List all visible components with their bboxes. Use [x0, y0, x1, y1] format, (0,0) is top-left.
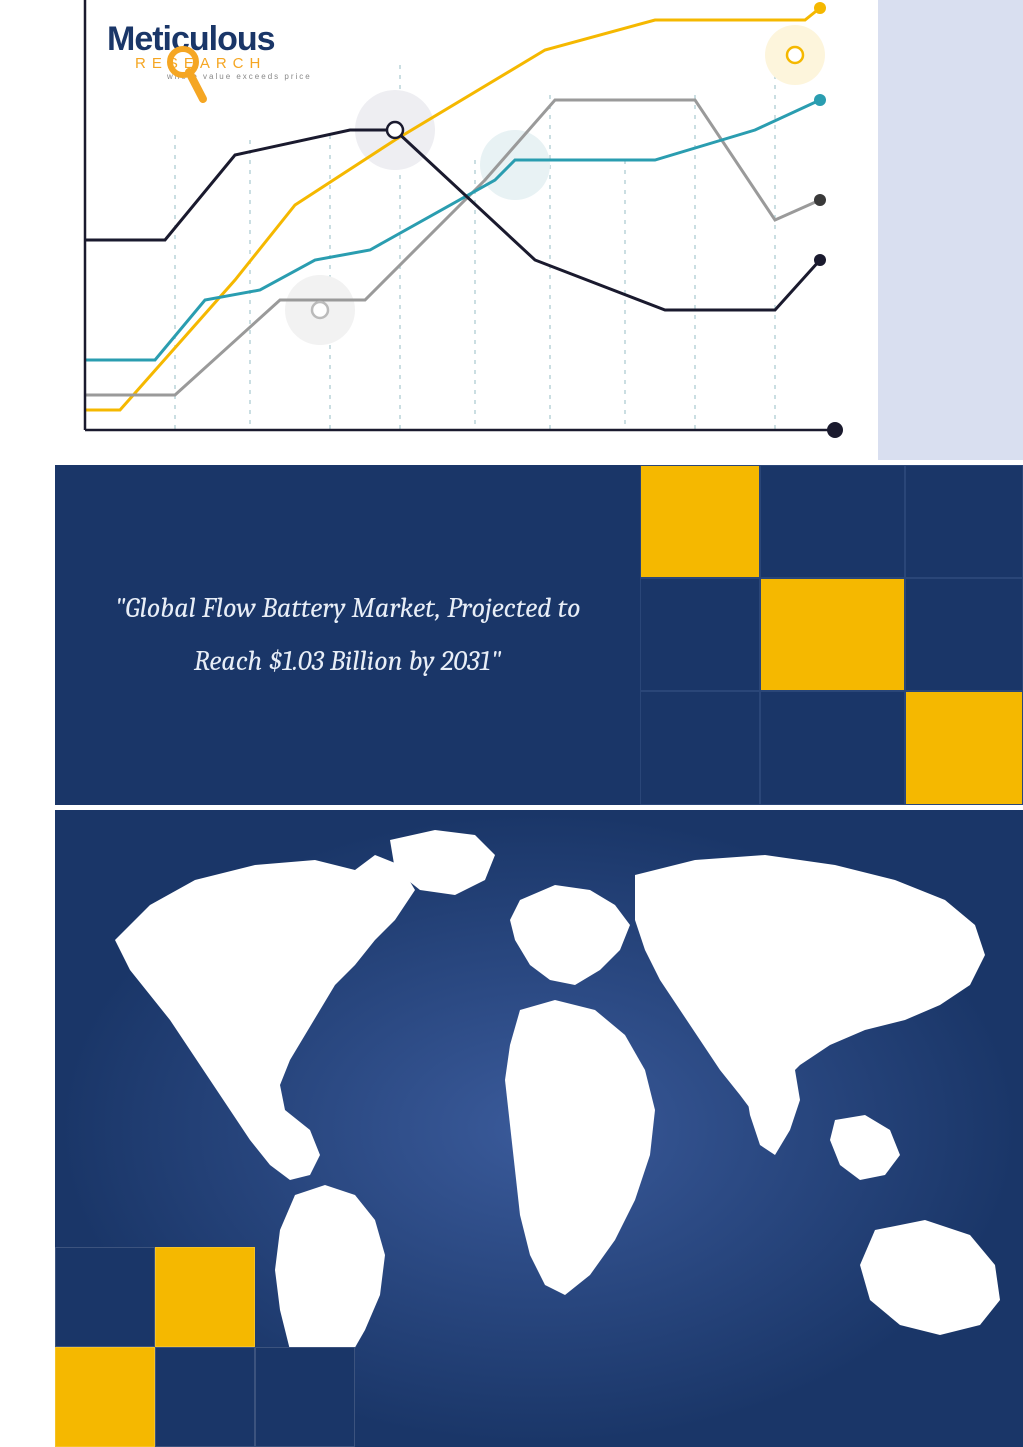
marker-teal-end	[814, 94, 826, 106]
grid-cell	[760, 465, 905, 578]
grid-cell	[640, 578, 760, 691]
se-asia	[830, 1115, 900, 1180]
africa	[505, 1000, 655, 1295]
marker-gray-mid	[312, 302, 328, 318]
grid-cell	[640, 465, 760, 578]
square	[155, 1347, 255, 1447]
grid-cell	[905, 578, 1023, 691]
series-teal	[85, 100, 820, 360]
grid-row	[640, 578, 1023, 691]
grid-cell	[640, 691, 760, 805]
square	[55, 1347, 155, 1447]
north-america	[115, 855, 415, 1180]
marker-gray-end	[814, 194, 826, 206]
grid-cell	[760, 578, 905, 691]
square	[155, 1247, 255, 1347]
decorative-grid	[640, 465, 1023, 805]
bottom-decorative-squares	[55, 1247, 355, 1447]
grid-cell	[905, 691, 1023, 805]
title-section: "Global Flow Battery Market, Projected t…	[55, 465, 1023, 805]
square	[55, 1247, 155, 1347]
marker-dark-mid	[387, 122, 403, 138]
logo: Meticulous RESEARCH where value exceeds …	[85, 20, 312, 81]
square-row	[55, 1347, 355, 1447]
australia	[860, 1220, 1000, 1335]
square	[255, 1347, 355, 1447]
highlight-teal	[480, 130, 550, 200]
axis-end-marker	[827, 422, 843, 438]
title-box: "Global Flow Battery Market, Projected t…	[55, 465, 640, 805]
marker-dark-end	[814, 254, 826, 266]
marker-yellow-end	[814, 2, 826, 14]
square-row	[55, 1247, 355, 1347]
grid-cell	[905, 465, 1023, 578]
grid-row	[640, 691, 1023, 805]
report-cover-page: Meticulous RESEARCH where value exceeds …	[0, 0, 1023, 1447]
grid-row	[640, 465, 1023, 578]
grid-cell	[760, 691, 905, 805]
world-map-section	[55, 810, 1023, 1447]
series-dark	[85, 130, 820, 310]
europe	[510, 885, 630, 985]
marker-yellow-mid	[787, 47, 803, 63]
report-title: "Global Flow Battery Market, Projected t…	[95, 582, 600, 688]
magnifier-icon	[165, 44, 215, 114]
gridlines	[175, 35, 775, 430]
logo-sub-text: RESEARCH	[135, 55, 312, 72]
sidebar-decoration	[878, 0, 1023, 460]
asia	[635, 855, 985, 1115]
